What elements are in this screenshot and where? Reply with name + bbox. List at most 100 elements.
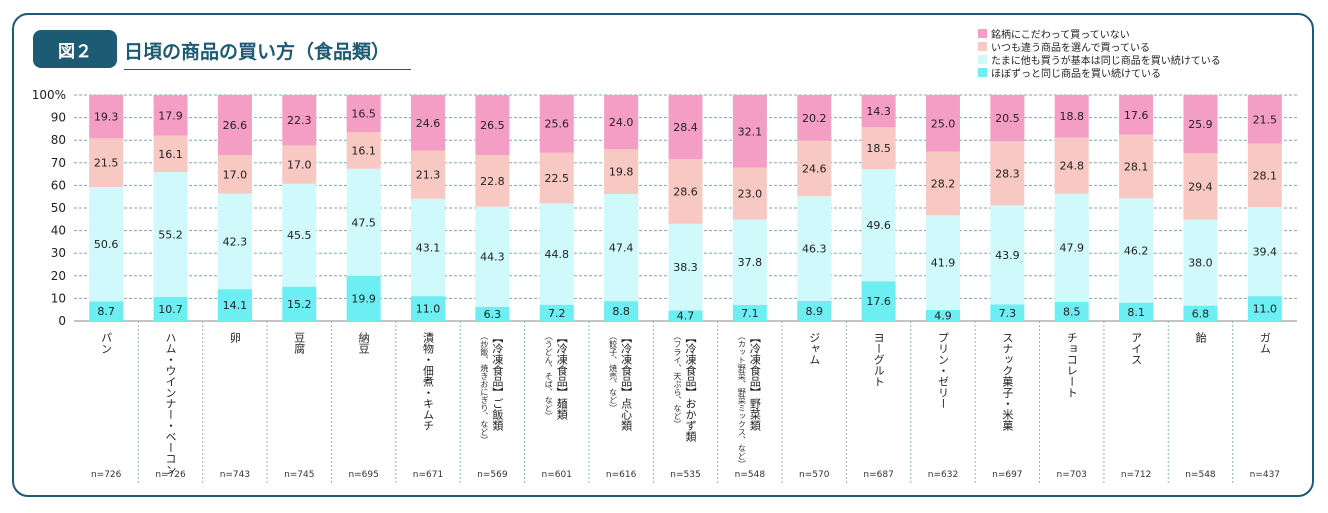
bar-segment: [861, 281, 896, 321]
y-tick-label: 10: [51, 291, 66, 305]
category-label: 【冷凍食品】野菜類: [748, 332, 761, 432]
data-label: 22.3: [287, 114, 312, 127]
data-label: 25.6: [545, 118, 570, 131]
data-label: 26.5: [480, 119, 505, 132]
category-sublabel: （炒飯、焼きおにぎり、など）: [480, 332, 489, 444]
data-label: 17.0: [223, 168, 248, 181]
bar-segment: [475, 306, 510, 321]
bar-segment: [604, 149, 639, 194]
category-sublabel: （カット野菜、野菜ミックス、など）: [737, 332, 746, 468]
category-label: チョコレート: [1065, 332, 1078, 398]
chart-legend: 銘柄にこだわって買っていない いつも違う商品を選んで買っている たまに他も買うが基本…: [978, 27, 1221, 80]
bar-segment: [732, 167, 767, 220]
legend-swatch: [978, 68, 987, 77]
bar-segment: [1054, 193, 1089, 302]
bar-segment: [282, 145, 317, 184]
data-label: 21.5: [1253, 113, 1278, 126]
y-tick-label: 50: [51, 201, 66, 215]
bar-segment: [475, 206, 510, 307]
bar-segment: [1054, 137, 1089, 194]
bar-segment: [732, 304, 767, 321]
bar-segment: [1183, 219, 1218, 306]
bar-segment: [1183, 305, 1218, 321]
data-label: 46.2: [1124, 244, 1149, 257]
bar-segment: [282, 95, 317, 146]
data-label: 32.1: [738, 125, 763, 138]
bar-segment: [1247, 95, 1282, 144]
sample-size-label: n=535: [670, 470, 700, 480]
data-label: 15.2: [287, 298, 312, 311]
y-tick-label: 80: [51, 133, 66, 147]
bar-segment: [1119, 302, 1154, 321]
data-label: 44.8: [545, 248, 570, 261]
sample-size-label: n=726: [91, 470, 122, 480]
bar-segment: [861, 127, 896, 170]
data-label: 50.6: [94, 238, 119, 251]
data-label: 17.6: [1124, 109, 1149, 122]
y-tick-label: 40: [51, 224, 66, 238]
bar-segment: [539, 94, 574, 153]
category-label: 【冷凍食品】おかず類: [684, 332, 697, 443]
data-label: 7.3: [999, 307, 1017, 320]
data-label: 19.9: [351, 293, 376, 306]
bar-segment: [282, 286, 317, 321]
legend-item: 銘柄にこだわって買っていない: [978, 27, 1221, 41]
data-label: 8.5: [1063, 305, 1081, 318]
data-label: 21.3: [416, 169, 441, 182]
category-label: 漬物・佃煮・キムチ: [422, 331, 435, 431]
data-label: 38.3: [673, 261, 698, 274]
category-label: ヨーグルト: [872, 332, 885, 387]
sample-size-label: n=697: [992, 470, 1022, 480]
category-sublabel: （うどん、そば、など）: [544, 332, 553, 420]
data-label: 43.1: [416, 241, 441, 254]
category-label: 【冷凍食品】麺類: [555, 332, 568, 421]
data-label: 18.8: [1059, 110, 1084, 123]
data-label: 44.3: [480, 251, 505, 264]
bar-segment: [797, 196, 832, 301]
data-label: 24.6: [416, 117, 441, 130]
data-label: 16.1: [158, 148, 183, 161]
data-label: 14.1: [223, 299, 248, 312]
bar-segment: [1183, 94, 1218, 154]
category-label: ハム・ウインナー・ベーコン: [164, 332, 177, 475]
sample-size-label: n=601: [542, 470, 572, 480]
bar-segment: [732, 219, 767, 305]
bar-segment: [797, 95, 832, 141]
bar-segment: [411, 198, 446, 297]
bar-segment: [604, 301, 639, 321]
data-label: 23.0: [738, 188, 763, 201]
bar-segment: [475, 95, 510, 156]
y-tick-label: 60: [51, 178, 66, 192]
bar-segment: [604, 193, 639, 302]
title-underline: [124, 69, 411, 70]
data-label: 47.5: [351, 216, 376, 229]
category-label: スナック菓子・米菓: [1001, 332, 1014, 431]
legend-swatch: [978, 29, 987, 38]
sample-size-label: n=437: [1250, 470, 1280, 480]
sample-size-label: n=671: [413, 470, 443, 480]
sample-size-label: n=695: [348, 470, 378, 480]
data-label: 20.5: [995, 112, 1020, 125]
data-label: 55.2: [158, 228, 183, 241]
data-label: 17.0: [287, 159, 312, 172]
category-label: アイス: [1130, 332, 1143, 365]
category-label: ガム: [1258, 332, 1271, 354]
figure-badge: 図２: [33, 30, 117, 68]
bar-segment: [346, 168, 381, 277]
bar-segment: [797, 140, 832, 197]
bar-segment: [668, 95, 703, 160]
legend-item: たまに他も買うが基本は同じ商品を買い続けている: [978, 53, 1221, 67]
data-label: 37.8: [738, 256, 763, 269]
bar-segment: [153, 172, 188, 297]
data-label: 25.0: [931, 117, 956, 130]
legend-item: ほぼずっと同じ商品を買い続けている: [978, 66, 1221, 80]
bar-segment: [1119, 95, 1154, 135]
data-label: 26.6: [223, 119, 248, 132]
sample-size-label: n=548: [735, 470, 766, 480]
bar-segment: [346, 132, 381, 169]
data-label: 4.9: [934, 309, 952, 322]
data-label: 17.9: [158, 109, 183, 122]
category-label: 【冷凍食品】点心類: [620, 332, 633, 432]
bar-segment: [925, 151, 960, 216]
